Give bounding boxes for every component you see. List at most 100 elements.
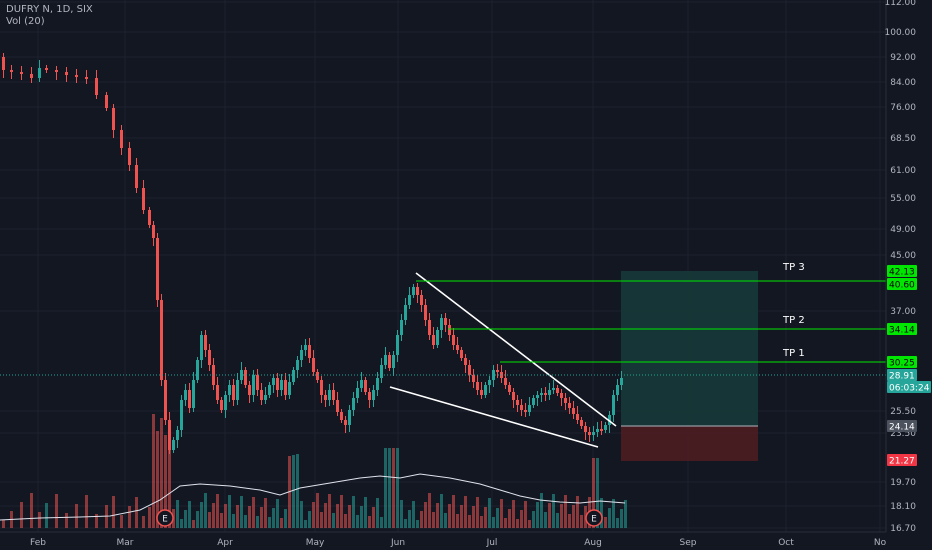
volume-bar — [476, 497, 479, 528]
volume-bar — [45, 503, 48, 528]
volume-bar — [420, 511, 423, 528]
candle-body — [276, 378, 279, 390]
candle-body — [512, 392, 515, 400]
candle-body — [128, 148, 131, 165]
volume-bar — [388, 448, 391, 528]
candle-body — [55, 70, 58, 72]
candle-body — [488, 380, 491, 385]
volume-bar — [520, 510, 523, 528]
candle-body — [440, 318, 443, 330]
time-tick-label: Feb — [30, 538, 46, 548]
volume-bar — [164, 435, 167, 528]
candle-body — [280, 380, 283, 390]
volume-bar — [512, 500, 515, 528]
candle-body — [172, 440, 175, 450]
volume-bar — [55, 494, 58, 528]
candle-body — [180, 400, 183, 430]
candle-body — [400, 320, 403, 335]
candle-body — [616, 385, 619, 395]
candle-body — [228, 385, 231, 395]
price-tick-label: 19.70 — [890, 478, 916, 488]
candle-body — [38, 68, 41, 78]
candle-body — [252, 375, 255, 395]
volume-bar — [95, 514, 98, 528]
volume-bar — [492, 517, 495, 528]
volume-bar — [364, 497, 367, 528]
candle-body — [2, 57, 5, 70]
volume-bar — [2, 520, 5, 528]
price-tick-label: 100.00 — [885, 28, 917, 38]
price-label-text: 28.91 — [889, 372, 915, 382]
volume-bar — [576, 496, 579, 528]
candle-body — [548, 390, 551, 395]
candle-body — [476, 382, 479, 390]
candle-body — [508, 385, 511, 392]
candle-body — [472, 375, 475, 382]
candle-body — [20, 72, 23, 74]
volume-bar — [372, 507, 375, 528]
candle-body — [224, 395, 227, 410]
candle-body — [168, 420, 171, 450]
price-label-text: 40.60 — [889, 281, 915, 291]
volume-bar — [564, 495, 567, 528]
candle-body — [544, 393, 547, 395]
symbol-title: DUFRY N, 1D, SIX — [6, 4, 93, 15]
volume-bar — [156, 431, 159, 528]
volume-bar — [376, 498, 379, 528]
candle-body — [85, 77, 88, 79]
candle-body — [336, 400, 339, 412]
volume-bar — [620, 509, 623, 528]
volume-bar — [85, 495, 88, 528]
volume-bar — [540, 493, 543, 528]
candle-body — [540, 393, 543, 395]
candle-body — [568, 403, 571, 408]
volume-bar — [516, 519, 519, 528]
profit-zone — [621, 271, 758, 426]
candle-body — [360, 380, 363, 388]
candle-body — [416, 287, 419, 295]
volume-bar — [128, 506, 131, 528]
volume-bar — [208, 512, 211, 528]
price-label-box — [887, 420, 917, 432]
volume-bar — [496, 508, 499, 528]
candle-body — [196, 360, 199, 380]
volume-bar — [616, 518, 619, 528]
candle-body — [588, 432, 591, 435]
candle-body — [10, 70, 13, 72]
volume-bar — [440, 494, 443, 528]
candle-body — [368, 392, 371, 400]
volume-bar — [464, 496, 467, 528]
volume-bar — [452, 495, 455, 528]
volume-bar — [348, 505, 351, 528]
candle-body — [200, 335, 203, 360]
candle-body — [292, 370, 295, 382]
candle-body — [320, 380, 323, 395]
volume-bar — [480, 516, 483, 528]
volume-bar — [296, 454, 299, 528]
candle-body — [216, 385, 219, 400]
time-tick-label: Sep — [680, 538, 697, 548]
candle-body — [152, 225, 155, 238]
volume-bar — [340, 495, 343, 528]
target-label: TP 2 — [782, 315, 805, 326]
price-tick-label: 23.50 — [890, 429, 916, 439]
candle-body — [356, 388, 359, 398]
volume-bar — [392, 448, 395, 528]
volume-bar — [468, 515, 471, 528]
volume-bar — [324, 503, 327, 528]
candle-body — [148, 210, 151, 225]
candle-body — [428, 320, 431, 335]
price-tick-label: 112.00 — [885, 0, 917, 8]
volume-bar — [256, 516, 259, 528]
candle-body — [572, 408, 575, 414]
candle-body — [184, 390, 187, 400]
candle-body — [592, 432, 595, 435]
candle-body — [396, 335, 399, 355]
volume-bar — [184, 510, 187, 528]
volume-bar — [352, 496, 355, 528]
volume-bar — [220, 513, 223, 528]
candle-body — [105, 95, 108, 108]
candle-body — [288, 382, 291, 395]
volume-bar — [532, 511, 535, 528]
